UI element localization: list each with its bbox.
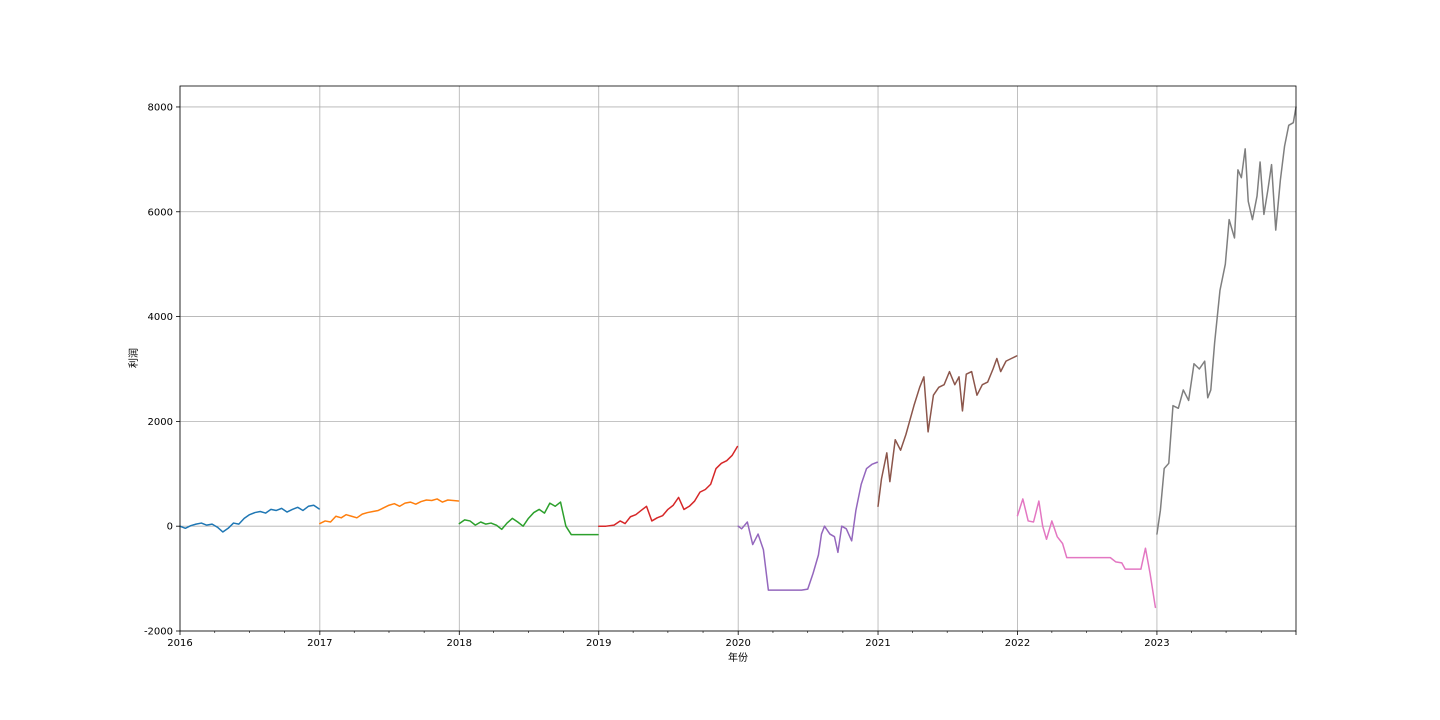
y-tick-label: 2000 [148, 417, 173, 428]
x-tick-label: 2016 [167, 638, 192, 649]
series-line-8 [1156, 106, 1297, 535]
y-tick-label: 6000 [148, 207, 173, 218]
x-tick-label: 2017 [307, 638, 332, 649]
y-tick-label: 8000 [148, 102, 173, 113]
series-line-7 [1016, 498, 1157, 609]
x-axis-label: 年份 [728, 651, 748, 664]
y-tick-label: 4000 [148, 312, 173, 323]
x-tick-label: 2018 [447, 638, 472, 649]
x-tick-label: 2022 [1005, 638, 1030, 649]
series-line-2 [319, 498, 460, 525]
series-line-4 [597, 445, 739, 527]
series-line-6 [877, 355, 1018, 508]
x-tick-label: 2019 [586, 638, 611, 649]
series-line-1 [179, 504, 320, 533]
axis-ticks: 2016 2017 2018 2019 2020 2021 2022 2023 -2000 0 20… [144, 102, 1297, 649]
grid [179, 86, 1296, 632]
series-line-5 [737, 461, 879, 591]
x-tick-label: 2023 [1144, 638, 1169, 649]
y-tick-label: 0 [167, 522, 173, 533]
y-tick-label: -2000 [144, 627, 173, 638]
y-axis-label: 利润 [127, 348, 140, 368]
x-tick-label: 2021 [865, 638, 890, 649]
x-tick-label: 2020 [725, 638, 750, 649]
series-lines [179, 106, 1297, 609]
series-line-3 [458, 501, 599, 536]
